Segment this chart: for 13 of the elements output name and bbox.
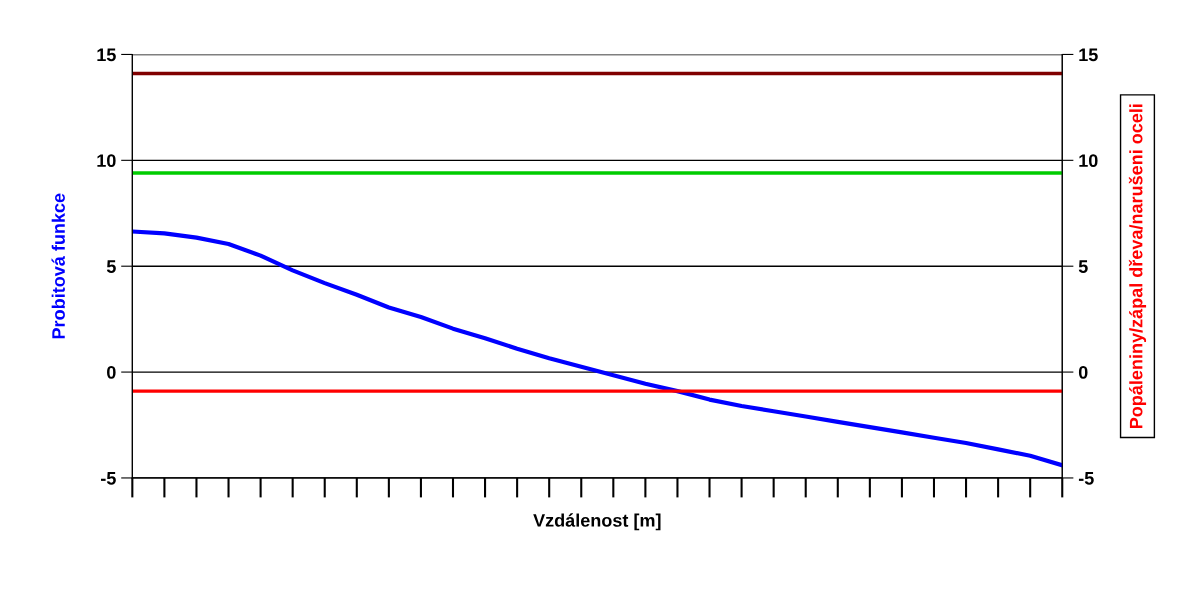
- y2-axis-title: Popáleniny/zápal dřeva/narušeni oceli: [1128, 104, 1147, 429]
- x-axis-title: Vzdálenost [m]: [533, 513, 661, 531]
- y2-tick-label: 15: [1079, 48, 1098, 62]
- y2-tick-label: -5: [1078, 472, 1094, 485]
- y-tick-label: 15: [97, 48, 116, 62]
- y-tick-label: 0: [107, 366, 116, 379]
- y2-tick-label: 5: [1078, 260, 1088, 273]
- y-tick-label: 5: [106, 260, 116, 273]
- y-axis-title: Probitová funkce: [51, 193, 65, 339]
- y-tick-label: -5: [101, 472, 116, 485]
- y-tick-label: 10: [97, 154, 116, 168]
- y2-tick-label: 0: [1078, 366, 1088, 379]
- y2-tick-label: 10: [1079, 154, 1098, 168]
